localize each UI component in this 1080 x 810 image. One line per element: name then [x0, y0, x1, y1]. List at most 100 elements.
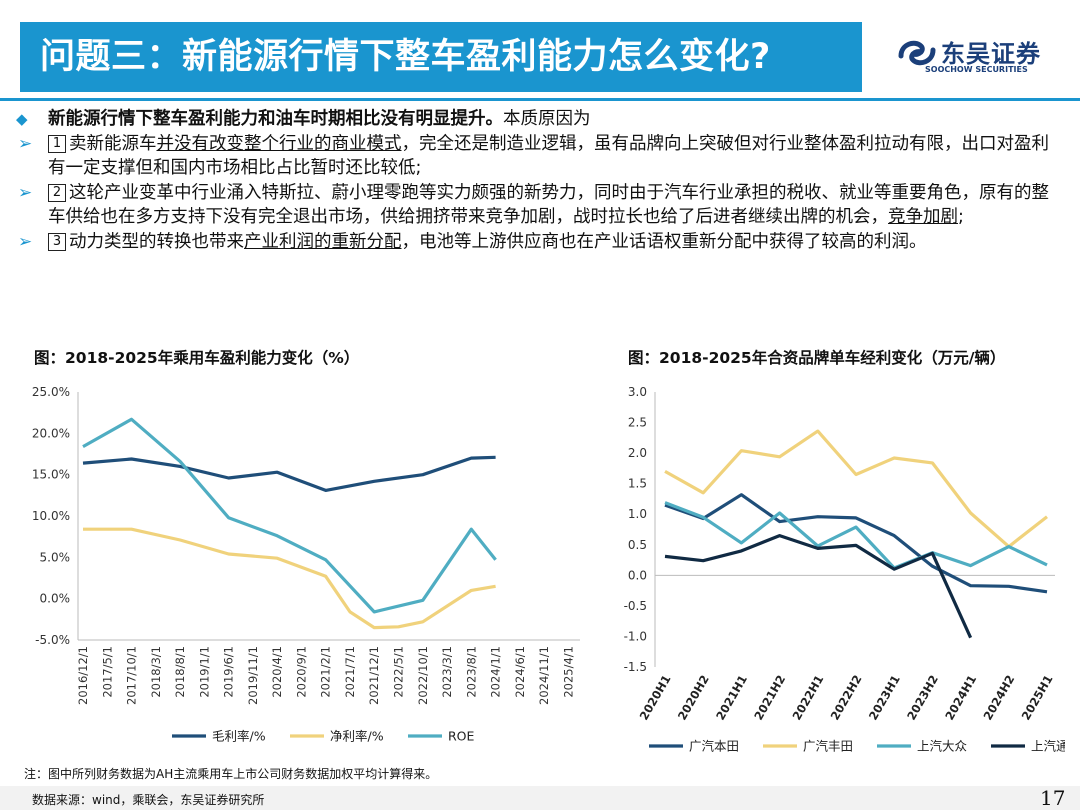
- y-tick-label: 20.0%: [32, 426, 70, 440]
- y-tick-label: 0.0%: [40, 592, 71, 606]
- y-tick-label: 1.5: [628, 477, 647, 491]
- bullet-point-3: ➢ 3 动力类型的转换也带来产业利润的重新分配，电池等上游供应商也在产业话语权重新…: [14, 230, 1064, 255]
- legend-label: 广汽本田: [689, 739, 739, 754]
- x-tick-label: 2021/7/1: [343, 646, 357, 698]
- legend-label: 净利率/%: [330, 729, 384, 744]
- series-line-3: [664, 501, 1048, 570]
- point-2-text-a: 这轮产业变革中行业涌入特斯拉、蔚小理零跑等实力颇强的新势力，同时由于汽车行业承担…: [48, 182, 1049, 228]
- legend-label: 毛利率/%: [212, 729, 266, 744]
- header-band: [20, 22, 862, 92]
- bullet-point-2: ➢ 2 这轮产业变革中行业涌入特斯拉、蔚小理零跑等实力颇强的新势力，同时由于汽车行…: [14, 181, 1064, 230]
- chart-2-title: 图：2018-2025年合资品牌单车经利变化（万元/辆）: [628, 349, 1006, 367]
- y-tick-label: 3.0: [628, 385, 647, 399]
- point-1-text-a: 卖新能源车: [69, 133, 157, 154]
- x-tick-label: 2021/12/1: [367, 646, 381, 705]
- profitability-line-chart: -5.0% 0.0% 5.0% 10.0% 15.0% 20.0% 25.0% 2016/12…: [32, 385, 580, 744]
- bullet-point-1: ➢ 1 卖新能源车并没有改变整个行业的商业模式，完全还是制造业逻辑，虽有品牌向上突…: [14, 132, 1064, 181]
- x-tick-label: 2017/5/1: [100, 646, 114, 698]
- y-tick-label: 2.5: [628, 416, 647, 430]
- legend-label: 广汽丰田: [803, 739, 853, 754]
- arrow-bullet-icon: ➢: [18, 133, 33, 154]
- legend-label: 上汽通用: [1031, 739, 1065, 754]
- y-tick-label: 2.0: [628, 446, 647, 460]
- series-line-2: [83, 527, 496, 630]
- y-tick-label: -0.5: [624, 599, 647, 613]
- x-tick-label: 2022/10/1: [416, 646, 430, 705]
- x-tick-label: 2016/12/1: [76, 646, 90, 705]
- point-number-badge: 2: [48, 183, 66, 202]
- x-tick-label: 2024H1: [942, 673, 979, 723]
- x-tick-label: 2019/1/1: [197, 646, 211, 698]
- x-tick-label: 2017/10/1: [125, 646, 139, 705]
- x-tick-label: 2023/8/1: [464, 646, 478, 698]
- footer-band: [0, 786, 1080, 810]
- legend-label: ROE: [448, 729, 475, 744]
- point-1-text-b: ，完全还是制造业逻辑，虽有品牌向上突破但对行业整体盈利拉动有限，出口对盈利有一定…: [48, 133, 1049, 179]
- arrow-bullet-icon: ➢: [18, 231, 33, 252]
- arrow-bullet-icon: ➢: [18, 182, 33, 203]
- point-1-underlined: 并没有改变整个行业的商业模式: [156, 133, 402, 154]
- x-tick-label: 2025H1: [1019, 673, 1056, 723]
- y-tick-label: 0.5: [628, 538, 647, 552]
- series-line-2: [664, 429, 1048, 549]
- x-tick-label: 2021/2/1: [319, 646, 333, 698]
- x-tick-label: 2022H2: [828, 673, 865, 723]
- x-tick-label: 2024H2: [980, 673, 1017, 723]
- data-source: 数据来源：wind，乘联会，东吴证券研究所: [32, 793, 265, 807]
- lead-text: 本质原因为: [503, 109, 591, 129]
- point-3-underlined: 产业利润的重新分配: [244, 231, 402, 252]
- x-tick-label: 2025/4/1: [561, 646, 575, 698]
- point-2-text-b: ;: [958, 207, 964, 227]
- point-number-badge: 3: [48, 232, 66, 251]
- series-line-1: [664, 493, 1048, 594]
- x-tick-label: 2020/4/1: [270, 646, 284, 698]
- x-tick-label: 2023H1: [866, 673, 903, 723]
- x-tick-label: 2018/8/1: [173, 646, 187, 698]
- point-3-text-b: ，电池等上游供应商也在产业话语权重新分配中获得了较高的利润。: [401, 231, 927, 252]
- legend-label: 上汽大众: [917, 739, 967, 754]
- header-rule: [0, 98, 1080, 101]
- y-tick-label: 10.0%: [32, 509, 70, 523]
- x-tick-label: 2020H1: [637, 673, 674, 723]
- y-tick-label: 25.0%: [32, 385, 70, 399]
- y-tick-label: -1.5: [624, 660, 647, 674]
- lead-bold-text: 新能源行情下整车盈利能力和油车时期相比没有明显提升。: [48, 109, 503, 129]
- x-tick-label: 2019/11/1: [246, 646, 260, 705]
- logo-text-cn: 东吴证券: [941, 40, 1041, 68]
- bullet-lead: ◆ 新能源行情下整车盈利能力和油车时期相比没有明显提升。本质原因为: [14, 107, 1064, 132]
- series-line-1: [82, 455, 496, 493]
- x-tick-label: 2023H2: [904, 673, 941, 723]
- series-line-4: [664, 534, 973, 639]
- x-tick-label: 2020H2: [675, 673, 712, 723]
- summary-bullets: ◆ 新能源行情下整车盈利能力和油车时期相比没有明显提升。本质原因为 ➢ 1 卖新能…: [14, 107, 1064, 254]
- point-number-badge: 1: [48, 134, 66, 153]
- y-tick-label: 0.0: [628, 568, 647, 582]
- x-tick-label: 2022/5/1: [391, 646, 405, 698]
- x-tick-label: 2019/6/1: [222, 646, 236, 698]
- chart-1-title: 图：2018-2025年乘用车盈利能力变化（%）: [34, 349, 360, 367]
- x-tick-label: 2018/3/1: [149, 646, 163, 698]
- soochow-logo-icon: [898, 40, 936, 66]
- page-title: 问题三：新能源行情下整车盈利能力怎么变化?: [40, 37, 771, 77]
- company-logo: 东吴证券 SOOCHOW SECURITIES: [897, 34, 1067, 78]
- diamond-bullet-icon: ◆: [16, 110, 28, 128]
- x-tick-label: 2021H1: [713, 673, 750, 723]
- y-tick-label: 5.0%: [40, 550, 71, 564]
- x-tick-label: 2024/11/1: [537, 646, 551, 705]
- logo-text-en: SOOCHOW SECURITIES: [925, 65, 1028, 74]
- point-3-text-a: 动力类型的转换也带来: [69, 231, 244, 252]
- footnote: 注：图中所列财务数据为AH主流乘用车上市公司财务数据加权平均计算得来。: [24, 767, 438, 781]
- x-tick-label: 2023/3/1: [440, 646, 454, 698]
- x-tick-label: 2024/6/1: [513, 646, 527, 698]
- x-tick-label: 2022H1: [789, 673, 826, 723]
- x-tick-label: 2024/1/1: [489, 646, 503, 698]
- series-line-3: [82, 417, 497, 614]
- y-tick-label: -5.0%: [35, 633, 70, 647]
- y-tick-label: -1.0: [624, 629, 647, 643]
- x-tick-label: 2020/9/1: [294, 646, 308, 698]
- point-2-underlined: 竞争加剧: [888, 207, 958, 227]
- x-tick-label: 2021H2: [751, 673, 788, 723]
- y-tick-label: 15.0%: [32, 468, 70, 482]
- page-number: 17: [1040, 786, 1066, 810]
